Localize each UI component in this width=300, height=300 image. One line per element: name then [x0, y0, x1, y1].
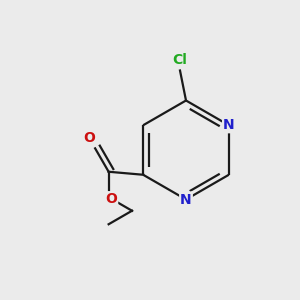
Text: Cl: Cl	[172, 53, 188, 68]
Text: N: N	[223, 118, 235, 132]
Text: O: O	[106, 192, 118, 206]
Text: O: O	[83, 131, 95, 146]
Text: N: N	[180, 193, 192, 206]
